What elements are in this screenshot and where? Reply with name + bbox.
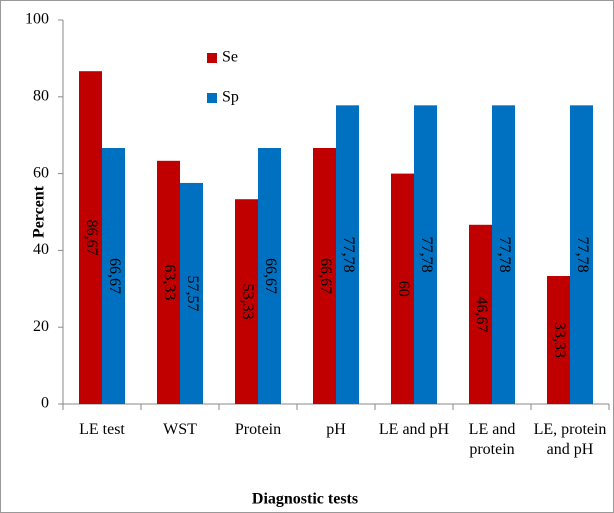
x-tick-label: WST — [163, 421, 197, 438]
value-label: 46,67 — [473, 296, 490, 332]
value-label: 77,78 — [496, 237, 513, 273]
y-tick-label: 100 — [25, 11, 49, 28]
bar — [469, 224, 492, 404]
bar — [102, 147, 125, 405]
x-tick-label: LE test — [79, 421, 125, 438]
bar — [258, 147, 281, 405]
bar — [336, 105, 359, 404]
x-tick-label: pH — [326, 421, 346, 438]
x-tick-label: LE and pH — [378, 421, 450, 438]
y-axis-title: Percent — [31, 185, 48, 238]
y-tick-label: 20 — [33, 318, 49, 335]
value-label: 77,78 — [340, 237, 357, 273]
value-label: 57,57 — [184, 275, 201, 311]
y-tick-label: 40 — [33, 241, 49, 258]
value-label: 33,33 — [551, 322, 568, 358]
legend-swatch — [207, 53, 217, 63]
value-label: 66,67 — [262, 258, 279, 294]
y-tick-label: 80 — [33, 87, 49, 104]
value-label: 77,78 — [574, 237, 591, 273]
y-tick-label: 60 — [33, 164, 49, 181]
value-label: 60 — [395, 281, 412, 297]
value-label: 86,67 — [83, 220, 100, 256]
y-tick-label: 0 — [41, 395, 49, 412]
bar — [547, 276, 570, 404]
value-label: 63,33 — [161, 264, 178, 300]
bar — [180, 182, 203, 404]
x-tick-label: LE, protein and pH — [533, 421, 607, 458]
x-tick-label: LE and protein — [468, 421, 516, 458]
value-label: 66,67 — [317, 258, 334, 294]
value-label: 77,78 — [418, 237, 435, 273]
x-axis-title: Diagnostic tests — [252, 491, 358, 508]
bar — [570, 105, 593, 404]
x-tick-label: Protein — [234, 421, 282, 438]
value-label: 66,67 — [106, 258, 123, 294]
bar — [157, 160, 180, 404]
bar — [414, 105, 437, 404]
bar — [391, 173, 414, 404]
legend-label: Sp — [222, 89, 239, 106]
bar — [492, 105, 515, 404]
legend-swatch — [207, 93, 217, 103]
legend-label: Se — [222, 49, 238, 66]
bar — [313, 147, 336, 405]
bar — [79, 71, 102, 405]
value-label: 53,33 — [239, 284, 256, 320]
bar — [235, 199, 258, 404]
